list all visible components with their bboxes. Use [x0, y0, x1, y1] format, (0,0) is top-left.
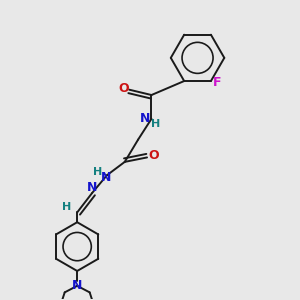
- Text: H: H: [62, 202, 71, 212]
- Text: H: H: [151, 119, 160, 129]
- Text: N: N: [140, 112, 150, 125]
- Text: O: O: [148, 149, 159, 162]
- Text: O: O: [118, 82, 129, 95]
- Text: F: F: [213, 76, 222, 89]
- Text: N: N: [87, 181, 97, 194]
- Text: H: H: [93, 167, 103, 177]
- Text: N: N: [72, 279, 83, 292]
- Text: N: N: [100, 171, 111, 184]
